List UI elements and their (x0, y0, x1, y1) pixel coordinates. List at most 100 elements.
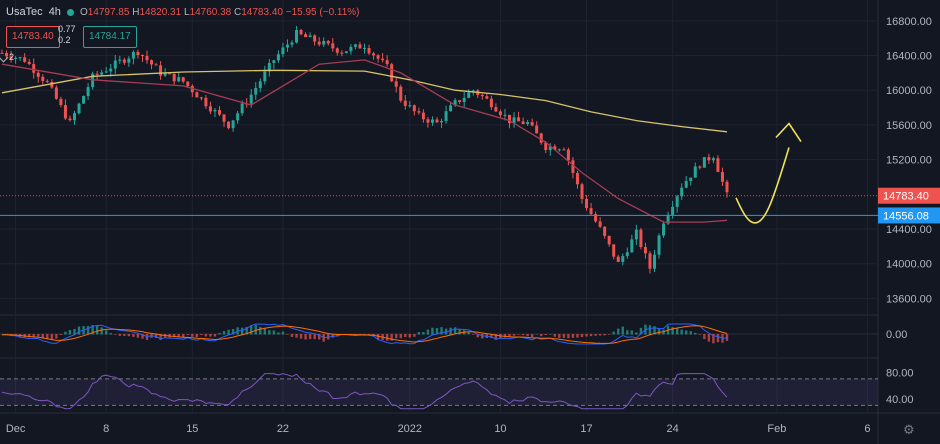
macd-histogram-bar[interactable] (209, 334, 212, 337)
macd-histogram-bar[interactable] (254, 325, 257, 335)
candle-body[interactable] (598, 221, 602, 227)
candle-body[interactable] (240, 103, 244, 114)
macd-histogram-bar[interactable] (716, 334, 720, 343)
candle-body[interactable] (603, 226, 607, 236)
macd-histogram-bar[interactable] (200, 334, 203, 335)
candle-body[interactable] (154, 64, 158, 66)
candle-body[interactable] (95, 73, 99, 75)
macd-histogram-bar[interactable] (109, 333, 112, 335)
macd-histogram-bar[interactable] (512, 334, 516, 336)
candle-body[interactable] (403, 100, 407, 106)
candle-body[interactable] (168, 73, 172, 75)
candle-body[interactable] (440, 120, 444, 123)
macd-histogram-bar[interactable] (657, 328, 661, 335)
macd-histogram-bar[interactable] (118, 334, 122, 336)
candle-body[interactable] (227, 121, 231, 129)
macd-histogram-bar[interactable] (73, 329, 76, 335)
candle-body[interactable] (213, 110, 217, 112)
macd-histogram-bar[interactable] (453, 327, 457, 335)
macd-histogram-bar[interactable] (385, 334, 389, 341)
candle-body[interactable] (720, 171, 724, 182)
macd-histogram-bar[interactable] (367, 334, 371, 335)
macd-histogram-bar[interactable] (95, 325, 99, 335)
candle-body[interactable] (589, 208, 593, 215)
candle-body[interactable] (711, 158, 715, 161)
candle-body[interactable] (18, 57, 22, 59)
macd-histogram-bar[interactable] (182, 334, 185, 338)
macd-histogram-bar[interactable] (712, 334, 715, 344)
macd-histogram-bar[interactable] (635, 332, 638, 335)
candle-body[interactable] (41, 76, 45, 82)
candle-body[interactable] (648, 253, 652, 269)
candle-body[interactable] (435, 119, 439, 123)
candle-body[interactable] (671, 206, 675, 215)
macd-histogram-bar[interactable] (222, 330, 226, 335)
candle-body[interactable] (444, 111, 448, 121)
candle-body[interactable] (639, 229, 643, 248)
candle-body[interactable] (385, 60, 389, 65)
macd-histogram-bar[interactable] (268, 330, 271, 335)
gear-icon[interactable]: ⚙ (903, 422, 915, 437)
candle-body[interactable] (163, 73, 167, 76)
candle-body[interactable] (657, 235, 661, 255)
macd-histogram-bar[interactable] (472, 334, 475, 335)
symbol-name[interactable]: UsaTec (6, 6, 43, 18)
macd-histogram-bar[interactable] (313, 334, 316, 340)
macd-histogram-bar[interactable] (540, 334, 543, 337)
indicator-toggle[interactable]: 2 (0, 52, 14, 62)
macd-histogram-bar[interactable] (295, 334, 298, 338)
candle-body[interactable] (553, 146, 557, 150)
candle-body[interactable] (702, 157, 706, 168)
candle-body[interactable] (281, 47, 285, 55)
macd-histogram-bar[interactable] (290, 334, 294, 337)
candle-body[interactable] (100, 72, 104, 75)
candle-body[interactable] (653, 254, 656, 269)
candle-body[interactable] (331, 43, 335, 49)
candle-body[interactable] (295, 29, 299, 43)
macd-histogram-bar[interactable] (694, 332, 697, 335)
candle-body[interactable] (50, 81, 54, 88)
macd-histogram-bar[interactable] (195, 334, 199, 338)
macd-pane[interactable] (0, 323, 878, 345)
candle-body[interactable] (421, 112, 425, 120)
candle-body[interactable] (616, 256, 620, 262)
candle-body[interactable] (177, 77, 181, 82)
macd-histogram-bar[interactable] (621, 326, 624, 335)
candle-body[interactable] (521, 121, 525, 125)
macd-histogram-bar[interactable] (612, 331, 615, 335)
macd-histogram-bar[interactable] (413, 334, 416, 337)
macd-histogram-bar[interactable] (476, 334, 479, 338)
candle-body[interactable] (399, 86, 403, 101)
candle-body[interactable] (231, 120, 235, 129)
macd-histogram-bar[interactable] (77, 326, 81, 335)
timeframe-label[interactable]: 4h (48, 6, 61, 18)
macd-histogram-bar[interactable] (535, 333, 538, 335)
candle-body[interactable] (258, 81, 262, 88)
candle-body[interactable] (181, 77, 185, 82)
macd-histogram-bar[interactable] (571, 334, 575, 338)
candle-body[interactable] (118, 59, 122, 61)
macd-histogram-bar[interactable] (0, 334, 4, 335)
candle-body[interactable] (580, 184, 584, 199)
candle-body[interactable] (376, 55, 380, 59)
candle-body[interactable] (353, 44, 357, 47)
macd-histogram-bar[interactable] (27, 334, 31, 338)
candle-body[interactable] (140, 55, 144, 57)
candle-body[interactable] (195, 92, 199, 98)
sell-price-button[interactable]: 14783.40 (6, 26, 60, 48)
candle-body[interactable] (145, 55, 149, 61)
macd-histogram-bar[interactable] (250, 325, 253, 335)
macd-histogram-bar[interactable] (698, 334, 702, 335)
candle-body[interactable] (122, 59, 126, 63)
moving-average-short[interactable] (1, 59, 728, 223)
macd-histogram-bar[interactable] (240, 327, 244, 335)
candle-body[interactable] (530, 122, 534, 126)
macd-histogram-bar[interactable] (526, 334, 529, 337)
candle-body[interactable] (485, 96, 489, 99)
macd-histogram-bar[interactable] (277, 332, 280, 335)
candle-body[interactable] (131, 51, 135, 59)
macd-histogram-bar[interactable] (685, 330, 688, 335)
candle-body[interactable] (9, 56, 13, 59)
candle-body[interactable] (675, 196, 679, 207)
